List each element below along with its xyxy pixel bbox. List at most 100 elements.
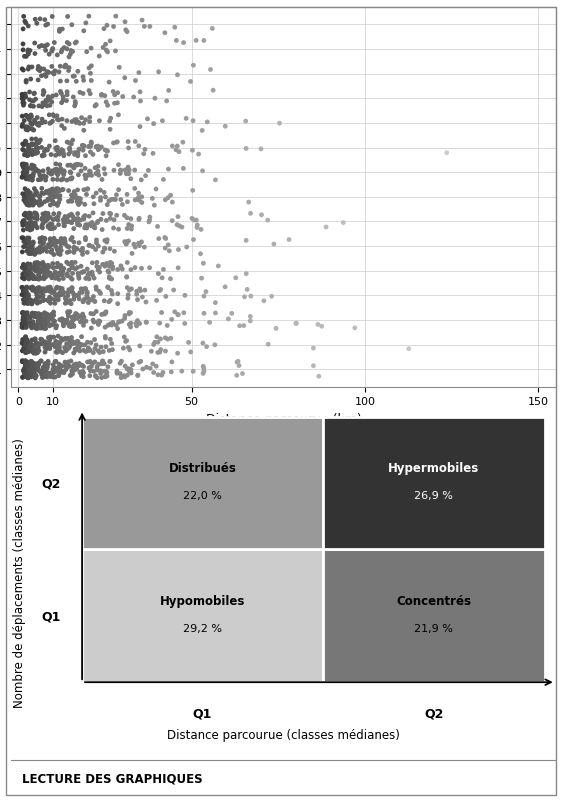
Point: [35, 296, 44, 309]
Point: [136, 356, 145, 369]
Point: [25, 245, 34, 258]
Point: [53, 271, 62, 283]
Point: [74, 199, 83, 212]
Point: [58, 269, 67, 282]
Point: [25, 238, 34, 251]
Point: [73, 194, 82, 207]
Point: [88, 207, 98, 220]
Point: [132, 285, 141, 298]
Point: [120, 310, 129, 323]
Point: [57, 163, 66, 176]
Point: [28, 269, 37, 282]
Text: Q2: Q2: [424, 707, 443, 719]
Point: [134, 194, 143, 207]
Point: [67, 285, 76, 298]
Point: [94, 319, 103, 332]
Point: [39, 289, 48, 302]
Point: [24, 359, 33, 372]
Point: [22, 340, 31, 353]
Point: [35, 100, 44, 113]
Point: [19, 287, 28, 300]
Point: [42, 96, 51, 108]
Point: [122, 212, 132, 225]
Point: [125, 365, 134, 378]
Point: [28, 119, 37, 132]
Point: [52, 89, 61, 102]
Point: [81, 234, 90, 247]
Point: [103, 199, 112, 212]
Point: [175, 220, 184, 233]
Point: [20, 241, 29, 254]
Point: [19, 297, 28, 310]
Point: [78, 296, 87, 309]
Point: [81, 219, 90, 232]
Point: [58, 236, 67, 249]
Point: [35, 233, 44, 246]
Point: [61, 236, 70, 249]
Point: [79, 141, 88, 153]
Point: [63, 241, 72, 254]
Point: [105, 344, 114, 357]
Point: [134, 67, 143, 80]
Point: [26, 263, 35, 275]
Point: [263, 214, 272, 227]
Point: [101, 371, 110, 384]
Point: [43, 18, 52, 31]
Point: [46, 188, 55, 201]
Point: [70, 71, 79, 84]
Text: Q1: Q1: [193, 707, 212, 719]
Point: [44, 296, 53, 308]
Point: [40, 146, 49, 159]
Point: [167, 314, 176, 327]
Point: [23, 364, 32, 377]
Point: [56, 238, 65, 251]
Point: [91, 162, 100, 175]
Point: [174, 262, 183, 275]
Point: [67, 217, 76, 230]
Point: [95, 267, 104, 279]
Point: [77, 370, 86, 383]
Point: [87, 137, 96, 150]
Point: [27, 221, 36, 234]
Point: [31, 346, 40, 359]
Point: [28, 368, 37, 381]
Point: [40, 265, 49, 278]
Point: [37, 101, 46, 114]
Point: [100, 243, 109, 255]
Point: [54, 114, 63, 127]
Point: [125, 319, 134, 332]
Point: [96, 214, 105, 226]
Point: [172, 219, 181, 232]
Point: [36, 244, 45, 257]
Point: [43, 210, 52, 223]
Point: [19, 271, 28, 284]
Point: [44, 185, 53, 198]
Point: [48, 189, 57, 202]
Point: [124, 363, 133, 376]
Point: [41, 309, 50, 322]
Point: [41, 144, 50, 157]
Point: [20, 218, 29, 231]
Point: [19, 319, 28, 332]
Point: [141, 170, 150, 183]
Point: [56, 367, 65, 380]
Point: [18, 321, 27, 334]
Point: [50, 198, 59, 211]
Point: [99, 308, 108, 320]
Point: [124, 168, 133, 181]
Point: [64, 196, 73, 209]
Point: [128, 247, 137, 260]
Point: [30, 339, 39, 352]
Point: [27, 123, 36, 136]
Point: [48, 196, 57, 209]
Point: [18, 188, 27, 201]
Point: [22, 264, 31, 277]
Point: [41, 95, 50, 108]
Point: [73, 184, 82, 197]
Point: [107, 194, 116, 206]
Point: [72, 336, 81, 349]
Point: [154, 268, 163, 281]
Point: [139, 148, 148, 161]
Point: [30, 183, 39, 196]
Point: [25, 357, 34, 369]
